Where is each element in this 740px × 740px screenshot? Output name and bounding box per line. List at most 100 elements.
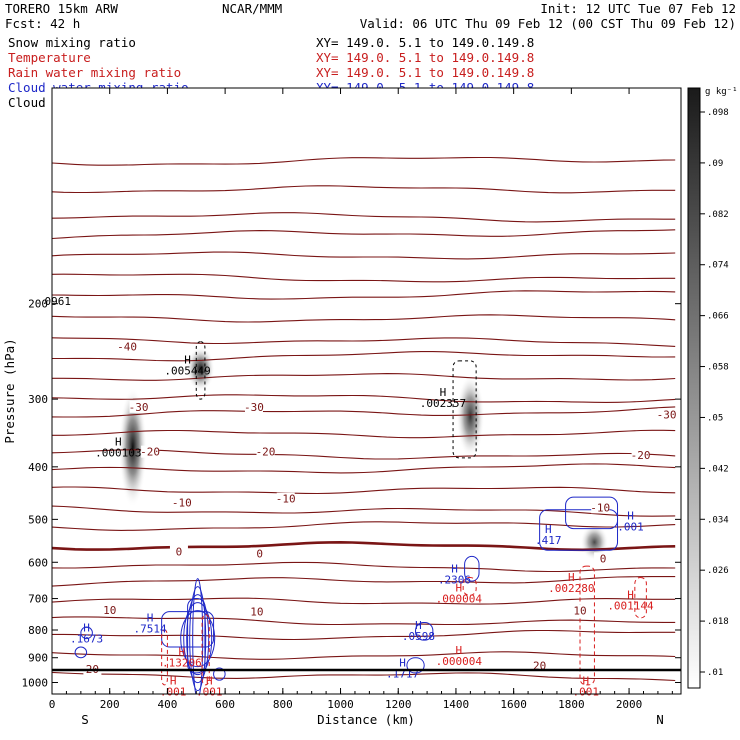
isotherm-line [52, 505, 676, 517]
temperature-label-bg [256, 445, 275, 458]
colorbar-unit: g kg⁻¹ [705, 87, 738, 97]
colorbar-gradient [687, 87, 701, 689]
isotherm-line [52, 671, 676, 682]
temperature-label-bg [571, 604, 590, 617]
temperature-label: -10 [172, 496, 192, 509]
isotherm-line [52, 373, 676, 381]
temperature-label-bg [591, 501, 610, 514]
max-value: .001144 [607, 600, 654, 613]
temperature-label-bg [172, 496, 191, 509]
legend-xy: XY= 149.0. 5.1 to 149.0.149.8 [316, 50, 534, 65]
snow-blob [456, 374, 485, 458]
cloud-water-contour [539, 509, 619, 551]
temperature-label-bg [129, 400, 148, 413]
isotherm-line [52, 273, 676, 283]
temperature-label-bg [594, 552, 613, 565]
temperature-label-bg [169, 545, 188, 558]
north-label: N [656, 712, 664, 727]
valid-time: Valid: 06 UTC Thu 09 Feb 12 (00 CST Thu … [360, 16, 736, 31]
x-axis: 0 200 400 600 800 1000 1200 1400 1600 1800 2000 [49, 88, 673, 711]
init-time: Init: 12 UTC Tue 07 Feb 12 [540, 1, 736, 16]
temperature-label: -10 [276, 493, 296, 506]
y-tick-label: 500 [28, 513, 48, 526]
temperature-label: 0 [600, 552, 607, 565]
center-label: NCAR/MMM [222, 1, 282, 16]
max-value: .13206 [162, 657, 202, 670]
cloud-water-contour [187, 598, 206, 674]
isotherm-line [52, 463, 676, 474]
cloud-water-core [189, 586, 207, 692]
max-marker: H [451, 562, 458, 575]
plot-frame [51, 87, 682, 695]
max-marker: H [456, 582, 463, 595]
colorbar-tick-label: .082 [707, 210, 729, 220]
temperature-label: -40 [117, 341, 137, 354]
max-marker: H [147, 612, 154, 625]
x-tick-label: 1200 [385, 698, 412, 711]
isotherm-line [52, 156, 676, 166]
temperature-label: -30 [129, 401, 149, 414]
temperature-label-bg [530, 659, 549, 672]
colorbar: g kg⁻¹ .01 .018 .026 .034 .042 .05 .058 .066 .07… [687, 87, 738, 689]
isotherm-line [52, 314, 676, 323]
colorbar-tick-label: .05 [707, 413, 723, 423]
colorbar-tick-label: .018 [707, 617, 729, 627]
max-marker: H [115, 435, 122, 448]
cloud-water-contour [565, 496, 619, 530]
max-marker: H [415, 619, 422, 632]
colorbar-tick-label: .098 [707, 108, 729, 118]
isotherm-line [52, 616, 676, 626]
max-annotations: 0961H.000103H.005449H.002357H.417H.2306H… [45, 295, 655, 699]
plot-area: -40-30 -30-30-20 -20 -20-10 -10-100 0 010 10 102… [45, 87, 682, 699]
x-tick-label: 1400 [443, 698, 470, 711]
rain-water-contour [579, 565, 595, 686]
isotherm-line [52, 251, 676, 260]
x-tick-label: 1800 [558, 698, 585, 711]
colorbar-tick-label: .09 [707, 159, 723, 169]
x-tick-label: 800 [273, 698, 293, 711]
isotherm-line [52, 212, 676, 223]
y-tick-label: 1000 [22, 677, 49, 690]
cloud-water-contour [213, 667, 226, 681]
max-marker: H [184, 354, 191, 367]
temperature-label-bg [276, 492, 295, 505]
colorbar-tick-label: .074 [707, 261, 729, 271]
isotherm-line [52, 351, 676, 362]
x-tick-label: 200 [100, 698, 120, 711]
max-marker: H [170, 674, 177, 687]
max-value: .1673 [70, 632, 103, 645]
max-marker: H [179, 646, 186, 659]
cloud-water-core [186, 594, 210, 684]
max-marker: H [399, 657, 406, 670]
max-marker: H [456, 644, 463, 657]
x-tick-label: 1000 [327, 698, 354, 711]
y-tick-label: 800 [28, 624, 48, 637]
cloud-ice-contour [452, 360, 477, 459]
isotherm-line [52, 429, 676, 439]
temperature-label-bg [100, 604, 119, 617]
isotherm-line [52, 229, 676, 240]
max-marker: H [440, 386, 447, 399]
isotherm-line [52, 337, 676, 347]
isotherm-line [52, 394, 676, 403]
max-marker: H [627, 509, 634, 522]
colorbar-tick-label: .01 [707, 668, 723, 678]
temperature-label-bg [247, 605, 266, 618]
temperature-label: 0 [256, 547, 263, 560]
isotherm-line [52, 406, 676, 418]
y-tick-label: 400 [28, 461, 48, 474]
x-tick-label: 2000 [616, 698, 643, 711]
max-marker: H [568, 571, 575, 584]
rain-water-contour [634, 576, 647, 619]
x-tick-label: 400 [157, 698, 177, 711]
isotherm-line [52, 486, 676, 495]
snow-blob [580, 524, 609, 561]
temperature-label: 0 [176, 545, 183, 558]
temperature-label: -20 [140, 446, 160, 459]
colorbar-tick-label: .066 [707, 312, 729, 322]
isotherm-line [52, 561, 676, 573]
temperature-label: -30 [244, 401, 264, 414]
temperature-label: -20 [631, 449, 651, 462]
colorbar-tick-label: .026 [707, 566, 729, 576]
